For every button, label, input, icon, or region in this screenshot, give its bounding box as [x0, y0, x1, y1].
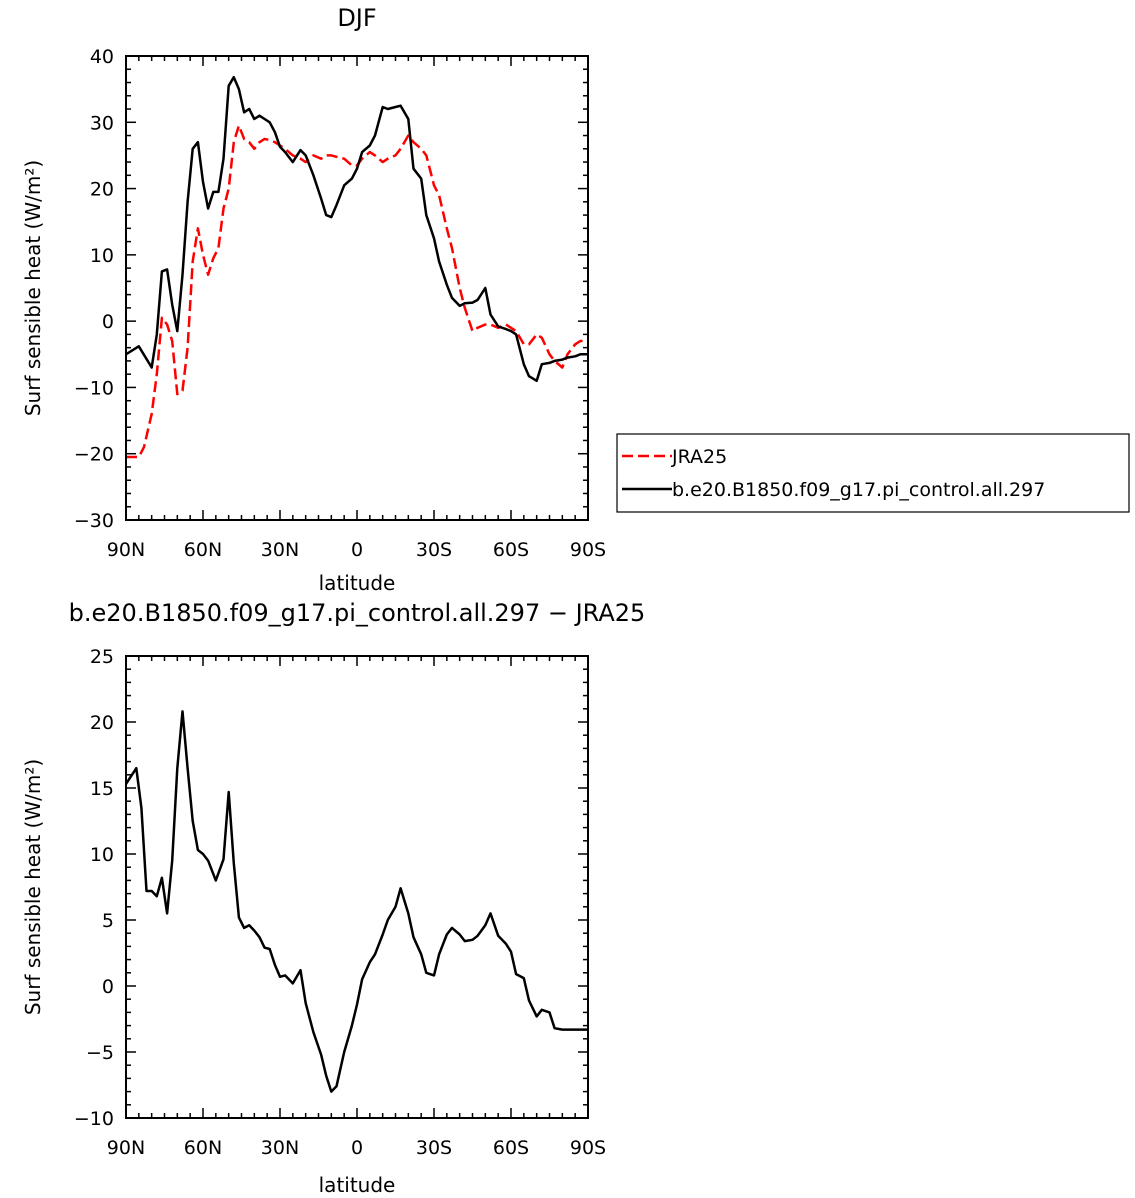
- bottom-series-line-0: [126, 710, 588, 1093]
- bottom-x-tick-label: 90N: [107, 1137, 145, 1159]
- bottom-y-tick-label: −10: [74, 1108, 114, 1130]
- top-x-tick-label: 30N: [261, 539, 299, 561]
- bottom-panel: b.e20.B1850.f09_g17.pi_control.all.297 −…: [21, 599, 645, 1197]
- legend-box: [616, 433, 1130, 513]
- bottom-x-tick-label: 90S: [570, 1137, 606, 1159]
- bottom-y-axis-label: Surf sensible heat (W/m²): [21, 759, 45, 1015]
- bottom-y-tick-label: 5: [102, 910, 114, 932]
- top-x-tick-label: 30S: [416, 539, 452, 561]
- top-chart-title: DJF: [337, 4, 376, 32]
- top-series-line-0: [126, 124, 588, 459]
- legend: JRA25 b.e20.B1850.f09_g17.pi_control.all…: [616, 433, 1130, 513]
- top-y-tick-label: 10: [90, 245, 114, 267]
- top-y-tick-label: 0: [102, 311, 114, 333]
- bottom-plot-frame: [125, 655, 589, 1119]
- top-y-tick-label: −30: [74, 510, 114, 532]
- top-y-axis-label: Surf sensible heat (W/m²): [21, 160, 45, 416]
- bottom-x-tick-label: 60N: [184, 1137, 222, 1159]
- top-x-tick-label: 60S: [493, 539, 529, 561]
- top-x-tick-label: 0: [351, 539, 363, 561]
- bottom-x-tick-label: 30S: [416, 1137, 452, 1159]
- top-x-tick-label: 90S: [570, 539, 606, 561]
- bottom-x-tick-label: 30N: [261, 1137, 299, 1159]
- legend-label-jra25: JRA25: [671, 446, 727, 468]
- bottom-x-axis-label: latitude: [319, 1173, 396, 1197]
- top-series-line-1: [126, 75, 588, 383]
- top-x-tick-label: 60N: [184, 539, 222, 561]
- bottom-x-tick-label: 60S: [493, 1137, 529, 1159]
- bottom-y-tick-label: −5: [86, 1042, 114, 1064]
- top-y-tick-label: 20: [90, 179, 114, 201]
- top-x-tick-label: 90N: [107, 539, 145, 561]
- top-panel: DJF 90N 60N 30N 0 30S 60S 90S −30 −20 −10 0 10 20 30 4…: [21, 4, 1130, 595]
- top-y-tick-label: −20: [74, 444, 114, 466]
- bottom-y-tick-label: 15: [90, 778, 114, 800]
- bottom-y-tick-label: 0: [102, 976, 114, 998]
- legend-label-model: b.e20.B1850.f09_g17.pi_control.all.297: [672, 479, 1045, 501]
- bottom-y-tick-label: 10: [90, 844, 114, 866]
- top-plot-frame: [125, 55, 589, 521]
- bottom-y-tick-label: 25: [90, 646, 114, 668]
- top-x-axis-label: latitude: [319, 571, 396, 595]
- top-y-tick-label: 30: [90, 112, 114, 134]
- bottom-y-tick-label: 20: [90, 712, 114, 734]
- top-y-tick-label: −10: [74, 377, 114, 399]
- bottom-x-tick-label: 0: [351, 1137, 363, 1159]
- bottom-chart-title: b.e20.B1850.f09_g17.pi_control.all.297 −…: [69, 599, 646, 627]
- top-y-tick-label: 40: [90, 46, 114, 68]
